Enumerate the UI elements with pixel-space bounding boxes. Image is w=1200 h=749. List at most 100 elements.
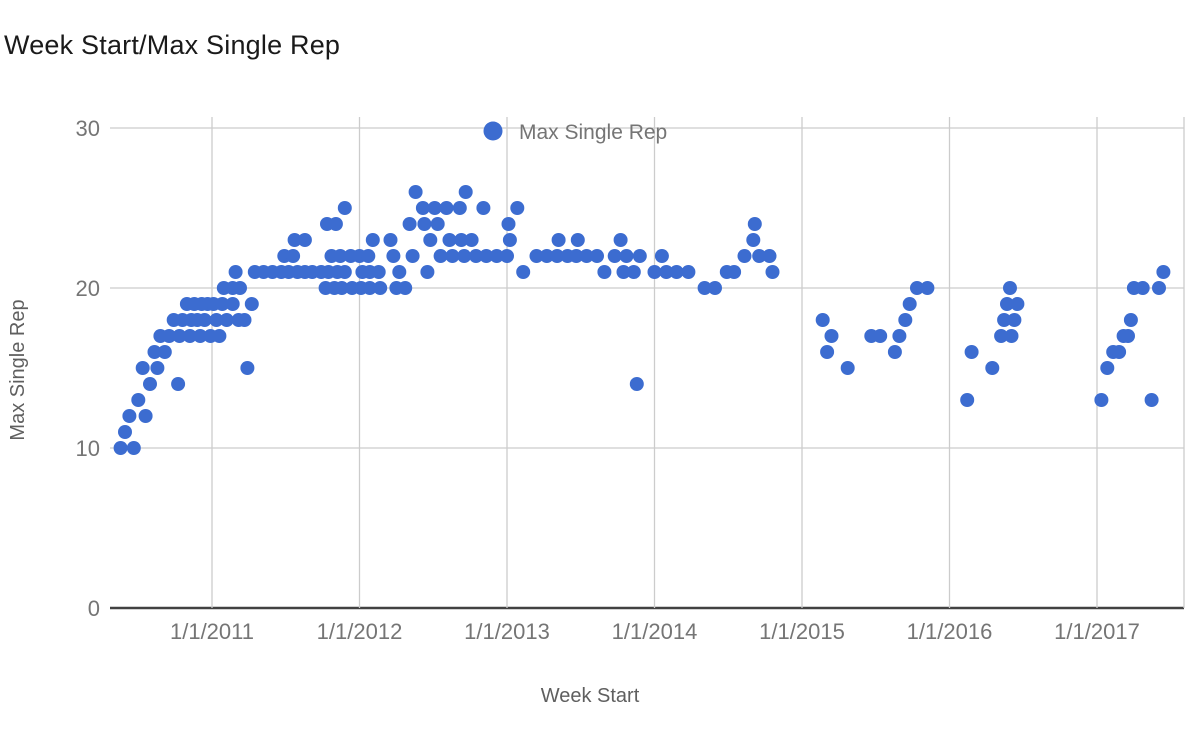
data-point[interactable] <box>1121 329 1135 343</box>
data-point[interactable] <box>286 249 301 263</box>
data-point[interactable] <box>122 409 137 423</box>
data-point[interactable] <box>824 329 839 343</box>
data-point[interactable] <box>182 329 197 343</box>
data-point[interactable] <box>219 313 234 327</box>
data-point[interactable] <box>1094 393 1109 407</box>
data-point[interactable] <box>147 345 162 359</box>
data-point[interactable] <box>502 233 517 247</box>
data-point[interactable] <box>209 313 224 327</box>
data-point[interactable] <box>597 265 612 279</box>
data-point[interactable] <box>920 281 935 295</box>
data-point[interactable] <box>669 265 684 279</box>
data-point[interactable] <box>1100 361 1115 375</box>
data-point[interactable] <box>392 265 407 279</box>
data-point[interactable] <box>902 297 917 311</box>
data-point[interactable] <box>126 441 141 455</box>
data-point[interactable] <box>550 249 565 263</box>
data-point[interactable] <box>476 201 491 215</box>
data-point[interactable] <box>150 361 165 375</box>
data-point[interactable] <box>408 185 423 199</box>
data-point[interactable] <box>458 185 473 199</box>
data-point[interactable] <box>361 249 376 263</box>
data-point[interactable] <box>131 393 146 407</box>
data-point[interactable] <box>727 265 742 279</box>
data-point[interactable] <box>138 409 153 423</box>
data-point[interactable] <box>737 249 752 263</box>
data-point[interactable] <box>197 313 212 327</box>
data-point[interactable] <box>415 201 430 215</box>
data-point[interactable] <box>337 201 352 215</box>
data-point[interactable] <box>445 249 460 263</box>
data-point[interactable] <box>334 281 349 295</box>
data-point[interactable] <box>994 329 1009 343</box>
data-point[interactable] <box>820 345 835 359</box>
data-point[interactable] <box>1004 329 1019 343</box>
data-point[interactable] <box>433 249 448 263</box>
data-point[interactable] <box>143 377 157 391</box>
data-point[interactable] <box>654 249 669 263</box>
data-point[interactable] <box>1112 345 1127 359</box>
data-point[interactable] <box>337 265 352 279</box>
data-point[interactable] <box>765 265 780 279</box>
data-point[interactable] <box>439 201 454 215</box>
data-point[interactable] <box>420 265 435 279</box>
data-point[interactable] <box>1010 297 1025 311</box>
data-point[interactable] <box>373 281 388 295</box>
data-point[interactable] <box>960 393 975 407</box>
data-point[interactable] <box>398 281 413 295</box>
data-point[interactable] <box>501 217 516 231</box>
data-point[interactable] <box>489 249 504 263</box>
data-point[interactable] <box>510 201 525 215</box>
data-point[interactable] <box>240 361 255 375</box>
data-point[interactable] <box>423 233 438 247</box>
data-point[interactable] <box>746 233 761 247</box>
data-point[interactable] <box>135 361 150 375</box>
data-point[interactable] <box>171 377 186 391</box>
data-point[interactable] <box>215 297 230 311</box>
data-point[interactable] <box>383 233 398 247</box>
data-point[interactable] <box>237 313 252 327</box>
data-point[interactable] <box>590 249 604 263</box>
data-point[interactable] <box>457 249 472 263</box>
data-point[interactable] <box>887 345 902 359</box>
data-point[interactable] <box>464 233 479 247</box>
data-point[interactable] <box>570 233 585 247</box>
data-point[interactable] <box>157 345 172 359</box>
data-point[interactable] <box>328 217 343 231</box>
data-point[interactable] <box>910 281 924 295</box>
data-point[interactable] <box>985 361 1000 375</box>
data-point[interactable] <box>1003 281 1017 295</box>
data-point[interactable] <box>815 313 830 327</box>
data-point[interactable] <box>626 265 641 279</box>
data-point[interactable] <box>244 297 259 311</box>
data-point[interactable] <box>113 441 128 455</box>
data-point[interactable] <box>454 233 469 247</box>
data-point[interactable] <box>613 233 628 247</box>
data-point[interactable] <box>452 201 467 215</box>
data-point[interactable] <box>647 265 662 279</box>
data-point[interactable] <box>619 249 634 263</box>
data-point[interactable] <box>402 217 417 231</box>
data-point[interactable] <box>569 249 584 263</box>
data-point[interactable] <box>479 249 494 263</box>
data-point[interactable] <box>708 281 722 295</box>
data-point[interactable] <box>551 233 566 247</box>
data-point[interactable] <box>659 265 674 279</box>
data-point[interactable] <box>1152 281 1166 295</box>
data-point[interactable] <box>212 329 227 343</box>
data-point[interactable] <box>1007 313 1022 327</box>
data-point[interactable] <box>469 249 483 263</box>
data-point[interactable] <box>442 233 457 247</box>
data-point[interactable] <box>629 377 644 391</box>
data-point[interactable] <box>632 249 647 263</box>
data-point[interactable] <box>681 265 696 279</box>
data-point[interactable] <box>427 201 442 215</box>
data-point[interactable] <box>430 217 445 231</box>
data-point[interactable] <box>287 233 302 247</box>
data-point[interactable] <box>417 217 432 231</box>
data-point[interactable] <box>297 233 312 247</box>
data-point[interactable] <box>752 249 767 263</box>
data-point[interactable] <box>516 265 531 279</box>
data-point[interactable] <box>873 329 888 343</box>
data-point[interactable] <box>233 281 247 295</box>
